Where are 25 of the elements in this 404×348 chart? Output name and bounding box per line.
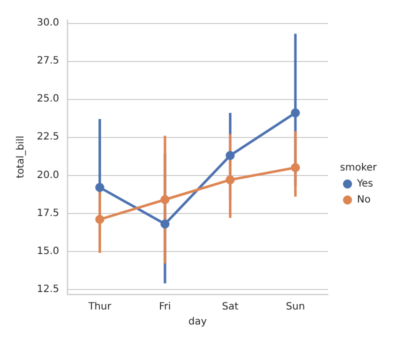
y-axis-title: total_bill xyxy=(16,136,26,178)
x-tick-label: Fri xyxy=(159,302,171,312)
point xyxy=(290,108,300,118)
x-axis-title: day xyxy=(188,316,207,328)
y-tick-label: 20.0 xyxy=(36,170,60,181)
y-tick-label: 30.0 xyxy=(36,18,60,29)
y-tick-label: 22.5 xyxy=(36,132,60,143)
y-tick-label: 25.0 xyxy=(36,94,60,105)
y-tick-label: 15.0 xyxy=(36,246,60,257)
legend-label: No xyxy=(357,194,371,206)
legend-label: Yes xyxy=(356,178,374,190)
point xyxy=(226,175,235,184)
y-tick-label: 12.5 xyxy=(36,284,60,295)
y-tick-label: 17.5 xyxy=(36,208,60,219)
x-tick-label: Sun xyxy=(286,302,305,312)
point xyxy=(160,195,170,204)
y-tick-label: 27.5 xyxy=(36,56,60,67)
point xyxy=(226,150,235,160)
point xyxy=(95,182,104,192)
point xyxy=(290,163,300,172)
x-tick-label: Thur xyxy=(87,302,112,312)
point xyxy=(160,219,170,228)
point xyxy=(95,214,104,224)
x-tick-label: Sat xyxy=(222,302,238,312)
legend-title: smoker xyxy=(340,162,378,174)
